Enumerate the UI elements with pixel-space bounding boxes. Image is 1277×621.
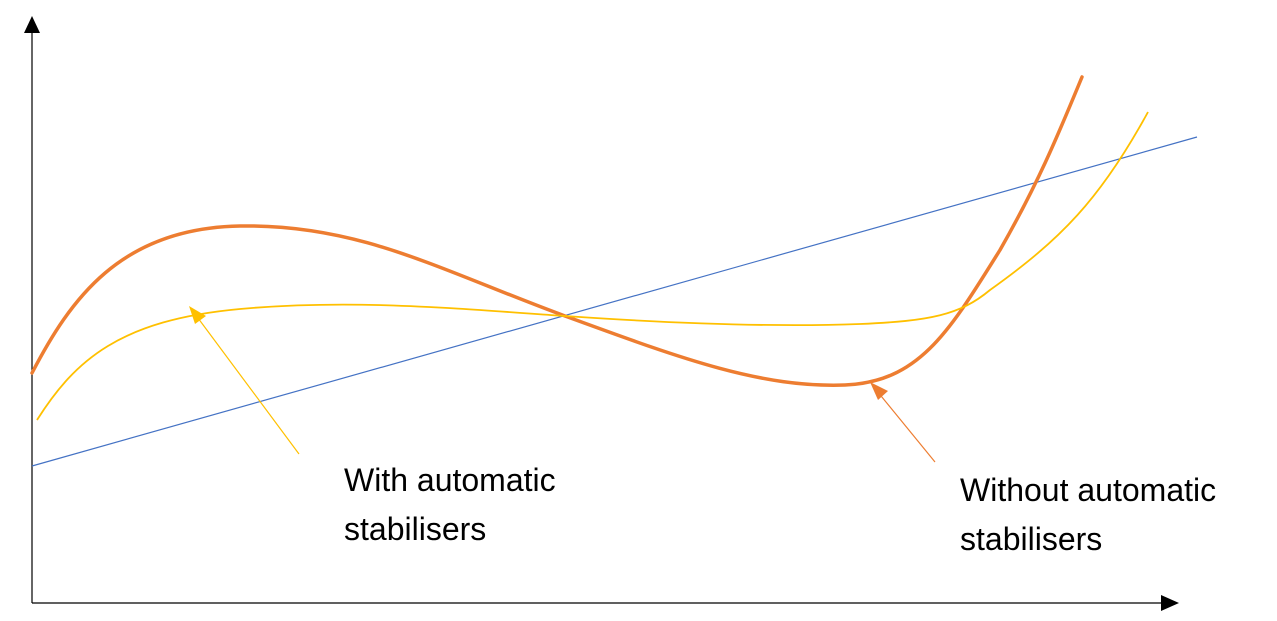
label-with-stabilisers: With automatic stabilisers [344, 456, 556, 554]
with-stabilisers-arrowhead [189, 306, 206, 324]
label-with-stabilisers-line1: With automatic [344, 462, 556, 498]
label-with-stabilisers-line2: stabilisers [344, 511, 487, 547]
with-stabilisers-pointer-arrow [194, 313, 300, 455]
trend-line [31, 136, 1198, 467]
curve-without-stabilisers [30, 75, 1084, 387]
without-stabilisers-pointer-arrow [876, 390, 936, 463]
axes [24, 16, 1179, 611]
label-without-stabilisers: Without automatic stabilisers [960, 466, 1216, 564]
x-axis-arrowhead [1161, 595, 1179, 611]
label-without-stabilisers-line2: stabilisers [960, 521, 1103, 557]
without-stabilisers-arrowhead [870, 382, 888, 400]
label-without-stabilisers-line1: Without automatic [960, 472, 1217, 508]
y-axis-arrowhead [24, 16, 40, 33]
curve-with-stabilisers [36, 111, 1149, 421]
